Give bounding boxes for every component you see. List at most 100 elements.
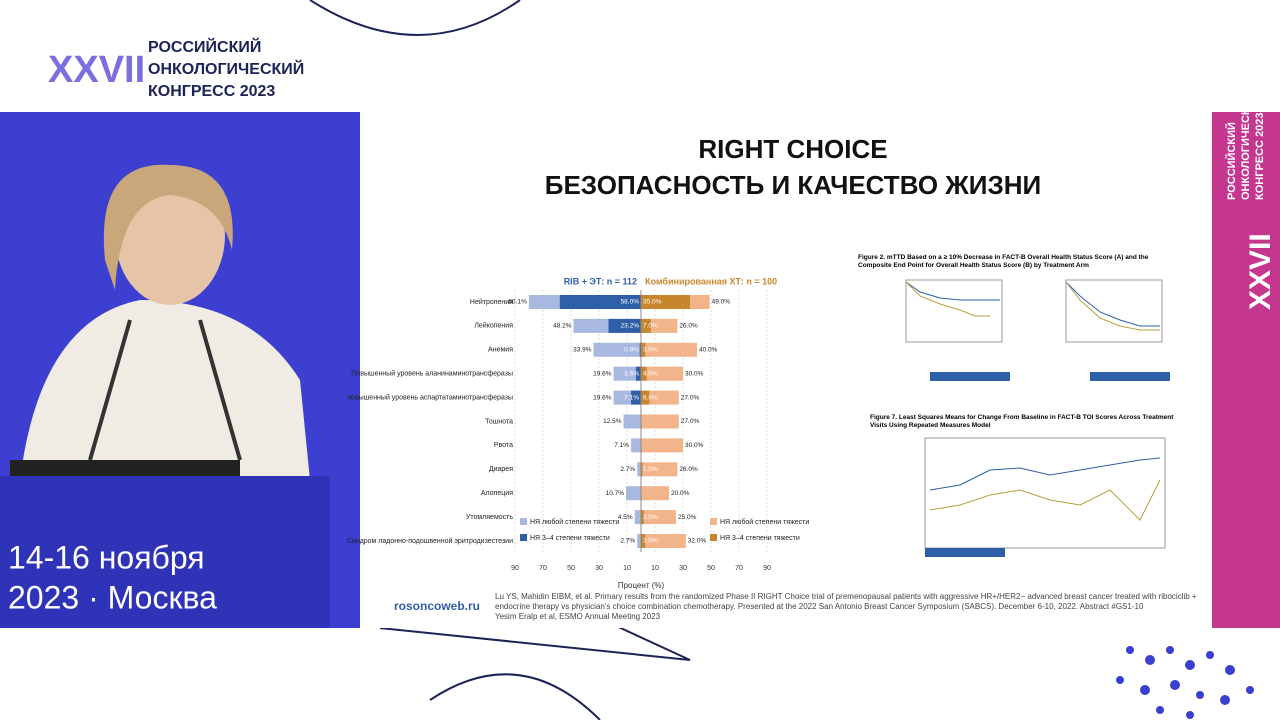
category-label: Рвота [494, 442, 513, 449]
category-label: Повышенный уровень аланинаминотрансфераз… [351, 370, 513, 378]
category-label: Диарея [489, 466, 513, 473]
bar [631, 438, 641, 453]
value-label: 2.7% [620, 538, 635, 545]
bar [641, 510, 676, 525]
value-label: 3.0% [643, 347, 658, 354]
bar [635, 366, 641, 381]
bar [634, 510, 641, 525]
speaker [0, 164, 330, 628]
right-title: Комбинированная ХТ: n = 100 [645, 276, 777, 286]
bar [637, 534, 641, 548]
category-label: Анемия [488, 347, 513, 354]
citation: Lu YS, Mahidin EIBM, et al. Primary resu… [495, 592, 1197, 611]
legend-label: НЯ 3–4 степени тяжести [530, 535, 610, 542]
bar [641, 486, 669, 501]
value-label: 27.0% [681, 394, 700, 401]
x-tick-label: 50 [707, 565, 715, 572]
value-label: 27.0% [681, 418, 700, 425]
legend-swatch [520, 518, 527, 525]
logo-line: КОНГРЕСС 2023 [148, 83, 275, 100]
value-label: 30.0% [685, 370, 704, 377]
bar [641, 318, 651, 333]
value-label: 19.6% [593, 370, 612, 377]
left-title: RIB + ЭТ: n = 112 [564, 276, 637, 286]
value-label: 7.0% [643, 323, 658, 330]
slide-title: БЕЗОПАСНОСТЬ И КАЧЕСТВО ЖИЗНИ [545, 170, 1041, 200]
bar [641, 366, 683, 381]
bar [641, 390, 679, 405]
bar [637, 462, 641, 477]
legend-swatch [710, 534, 717, 541]
value-label: 40.0% [699, 347, 718, 354]
logo-line: РОССИЙСКИЙ [148, 37, 261, 56]
x-axis-label: Процент (%) [618, 581, 665, 590]
slide-title: RIGHT CHOICE [698, 134, 887, 164]
dots [1116, 646, 1254, 719]
value-label: 26.0% [679, 466, 698, 473]
x-tick-label: 10 [651, 565, 659, 572]
bar [641, 534, 686, 548]
value-label: 30.0% [685, 442, 704, 449]
legend-label: НЯ любой степени тяжести [530, 518, 619, 526]
value-label: 7.1% [614, 442, 629, 449]
side-logo: XXVII РОССИЙСКИЙ ОНКОЛОГИЧЕСКИЙ КОНГРЕСС… [1225, 92, 1277, 310]
legend-label: НЯ 3–4 степени тяжести [720, 535, 800, 542]
legend-swatch [520, 534, 527, 541]
category-label: Утомляемость [466, 514, 513, 521]
logo-line: ОНКОЛОГИЧЕСКИЙ [148, 59, 304, 78]
side-line: ОНКОЛОГИЧЕСКИЙ [1239, 92, 1252, 200]
value-label: 25.0% [678, 514, 697, 521]
x-tick-label: 70 [539, 565, 547, 572]
value-label: 6.0% [643, 394, 658, 401]
value-label: 4.5% [618, 514, 633, 521]
x-tick-label: 90 [763, 565, 771, 572]
value-label: 4.0% [643, 370, 658, 377]
lsm-curves [924, 437, 1166, 557]
fig-caption-box: Figure 7. Least Squares Means for Change… [870, 414, 1174, 429]
value-label: 32.0% [688, 538, 707, 545]
bar [641, 390, 650, 405]
value-label: 19.6% [593, 394, 612, 401]
slide [360, 112, 1210, 628]
bar [641, 414, 679, 429]
bar [641, 462, 678, 477]
bar [641, 295, 690, 309]
x-tick-label: 50 [567, 565, 575, 572]
citation-box: Lu YS, Mahidin EIBM, et al. Primary resu… [495, 592, 1197, 621]
bar [623, 414, 641, 429]
bar [641, 510, 644, 525]
value-label: 3.6% [624, 370, 639, 377]
legend-swatch [710, 518, 717, 525]
bar [593, 342, 641, 357]
event-dates: 14-16 ноября [8, 539, 205, 575]
legend-label: НЯ любой степени тяжести [720, 518, 809, 526]
bar [641, 438, 683, 453]
category-label: Нейтропения [470, 298, 513, 306]
value-label: 26.0% [679, 323, 698, 330]
value-label: 12.5% [603, 418, 622, 425]
category-label: Лейкопения [474, 322, 513, 330]
bar [613, 366, 641, 381]
logo-numeral: XXVII [48, 49, 145, 91]
x-tick-label: 30 [679, 565, 687, 572]
value-label: 7.1% [624, 394, 639, 401]
category-label: Тошнота [485, 418, 513, 425]
citation: Yesim Eralp et al, ESMO Annual Meeting 2… [495, 612, 661, 621]
bar [639, 342, 641, 357]
km-curves [905, 279, 1170, 381]
fig-caption: Figure 7. Least Squares Means for Change… [870, 414, 1174, 429]
bar [559, 295, 641, 309]
x-tick-label: 90 [511, 565, 519, 572]
category-label: повышенный уровень аспартатаминотрансфер… [347, 393, 513, 401]
bar [641, 534, 646, 548]
side-line: КОНГРЕСС 2023 [1254, 112, 1266, 200]
fig-caption-box: Figure 2. mTTD Based on a ≥ 10% Decrease… [858, 254, 1148, 269]
bar [631, 390, 641, 405]
bar [641, 342, 697, 357]
x-tick-label: 10 [623, 565, 631, 572]
event-place: 2023 · Москва [8, 579, 217, 615]
value-label: 2.7% [620, 466, 635, 473]
value-label: 0.9% [624, 347, 639, 354]
bar [641, 342, 646, 357]
